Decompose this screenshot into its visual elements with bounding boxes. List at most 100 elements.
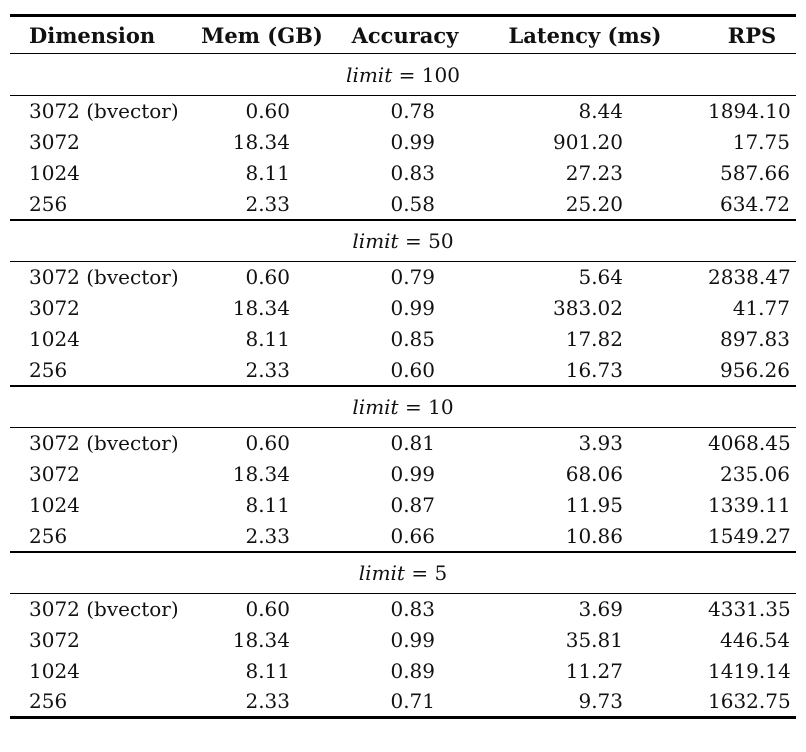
cell-latency: 8.44: [578, 99, 623, 124]
header-row: Dimension Mem (GB) Accuracy Latency (ms)…: [10, 15, 796, 54]
cell-latency: 383.02: [553, 296, 623, 320]
table-row: 1024 8.11 0.87 11.95 1339.11: [10, 490, 796, 521]
table-row: 256 2.33 0.71 9.73 1632.75: [10, 687, 796, 718]
cell-rps: 1632.75: [708, 689, 791, 714]
cell-mem: 8.11: [245, 659, 290, 683]
table-row: 3072 (bvector) 0.60 0.81 3.93 4068.45: [10, 428, 796, 459]
section-title-row: limit = 100: [10, 54, 796, 96]
cell-mem: 18.34: [232, 296, 290, 320]
cell-latency: 3.69: [578, 597, 623, 622]
section-title-word: limit: [352, 394, 399, 419]
cell-accuracy: 0.89: [390, 659, 435, 683]
table-row: 1024 8.11 0.89 11.27 1419.14: [10, 656, 796, 687]
section-title: limit = 50: [10, 220, 796, 262]
cell-mem: 0.60: [245, 431, 290, 456]
column-header-latency: Latency (ms): [508, 22, 662, 48]
cell-accuracy: 0.79: [390, 265, 435, 290]
cell-rps: 2838.47: [708, 265, 791, 290]
cell-latency: 9.73: [578, 689, 623, 714]
cell-accuracy: 0.99: [390, 130, 435, 154]
section-title: limit = 5: [10, 552, 796, 594]
cell-rps: 897.83: [720, 327, 790, 351]
cell-mem: 2.33: [245, 689, 290, 714]
cell-mem: 2.33: [245, 357, 290, 382]
cell-dimension: 256: [29, 191, 68, 216]
cell-accuracy: 0.83: [390, 161, 435, 185]
cell-rps: 1549.27: [708, 523, 791, 548]
cell-dimension: 256: [29, 523, 68, 548]
cell-rps: 587.66: [720, 161, 790, 185]
benchmark-table-container: Dimension Mem (GB) Accuracy Latency (ms)…: [10, 15, 796, 718]
cell-rps: 41.77: [732, 296, 790, 320]
section-title-word: limit: [352, 228, 399, 253]
cell-dimension: 1024: [29, 659, 80, 683]
cell-accuracy: 0.87: [390, 493, 435, 517]
cell-latency: 10.86: [565, 523, 623, 548]
table-row: 1024 8.11 0.85 17.82 897.83: [10, 324, 796, 355]
cell-dimension: 256: [29, 357, 68, 382]
cell-accuracy: 0.99: [390, 296, 435, 320]
cell-dimension: 3072 (bvector): [29, 265, 179, 290]
cell-accuracy: 0.60: [390, 357, 435, 382]
column-header-dimension: Dimension: [29, 22, 156, 48]
section-title-limit-10: limit = 10: [10, 386, 796, 428]
cell-latency: 68.06: [565, 462, 623, 486]
table-row: 256 2.33 0.66 10.86 1549.27: [10, 521, 796, 552]
cell-mem: 0.60: [245, 265, 290, 290]
cell-dimension: 256: [29, 689, 68, 714]
cell-latency: 5.64: [578, 265, 623, 290]
table-row: 1024 8.11 0.83 27.23 587.66: [10, 158, 796, 189]
section-title-value: = 100: [398, 62, 460, 87]
cell-rps: 4068.45: [708, 431, 791, 456]
cell-rps: 634.72: [720, 191, 790, 216]
cell-dimension: 3072: [29, 628, 80, 652]
cell-dimension: 1024: [29, 327, 80, 351]
column-header-mem: Mem (GB): [201, 22, 323, 48]
cell-rps: 1894.10: [708, 99, 791, 124]
cell-rps: 235.06: [720, 462, 790, 486]
section-title-limit-50: limit = 50: [10, 220, 796, 262]
cell-latency: 27.23: [565, 161, 623, 185]
cell-latency: 901.20: [553, 130, 623, 154]
cell-mem: 8.11: [245, 161, 290, 185]
cell-latency: 3.93: [578, 431, 623, 456]
cell-accuracy: 0.99: [390, 462, 435, 486]
cell-dimension: 3072 (bvector): [29, 431, 179, 456]
cell-dimension: 3072 (bvector): [29, 597, 179, 622]
cell-accuracy: 0.58: [390, 191, 435, 216]
cell-rps: 1419.14: [708, 659, 791, 683]
cell-dimension: 3072: [29, 462, 80, 486]
cell-mem: 18.34: [232, 628, 290, 652]
cell-mem: 8.11: [245, 493, 290, 517]
cell-accuracy: 0.83: [390, 597, 435, 622]
section-title-value: = 5: [411, 560, 448, 585]
table-row: 256 2.33 0.60 16.73 956.26: [10, 355, 796, 386]
cell-mem: 0.60: [245, 99, 290, 124]
cell-mem: 2.33: [245, 191, 290, 216]
cell-accuracy: 0.99: [390, 628, 435, 652]
table-row: 3072 (bvector) 0.60 0.78 8.44 1894.10: [10, 96, 796, 127]
table-row: 3072 18.34 0.99 35.81 446.54: [10, 625, 796, 656]
section-data-limit-50: 3072 (bvector) 0.60 0.79 5.64 2838.47 30…: [10, 262, 796, 386]
cell-mem: 18.34: [232, 130, 290, 154]
section-data-limit-100: 3072 (bvector) 0.60 0.78 8.44 1894.10 30…: [10, 96, 796, 220]
cell-rps: 446.54: [720, 628, 790, 652]
table-row: 3072 (bvector) 0.60 0.79 5.64 2838.47: [10, 262, 796, 293]
section-title-value: = 10: [405, 394, 454, 419]
cell-rps: 1339.11: [708, 493, 791, 517]
table-row: 3072 18.34 0.99 383.02 41.77: [10, 293, 796, 324]
section-data-limit-10: 3072 (bvector) 0.60 0.81 3.93 4068.45 30…: [10, 428, 796, 552]
cell-latency: 17.82: [565, 327, 623, 351]
column-header-accuracy: Accuracy: [351, 22, 459, 48]
section-data-limit-5: 3072 (bvector) 0.60 0.83 3.69 4331.35 30…: [10, 594, 796, 718]
section-title: limit = 100: [10, 54, 796, 96]
section-title-row: limit = 50: [10, 220, 796, 262]
table-row: 256 2.33 0.58 25.20 634.72: [10, 189, 796, 220]
section-title: limit = 10: [10, 386, 796, 428]
cell-rps: 956.26: [720, 357, 790, 382]
section-title-limit-100: limit = 100: [10, 54, 796, 96]
cell-accuracy: 0.78: [390, 99, 435, 124]
section-title-word: limit: [346, 62, 393, 87]
cell-latency: 25.20: [565, 191, 623, 216]
table-row: 3072 18.34 0.99 68.06 235.06: [10, 459, 796, 490]
